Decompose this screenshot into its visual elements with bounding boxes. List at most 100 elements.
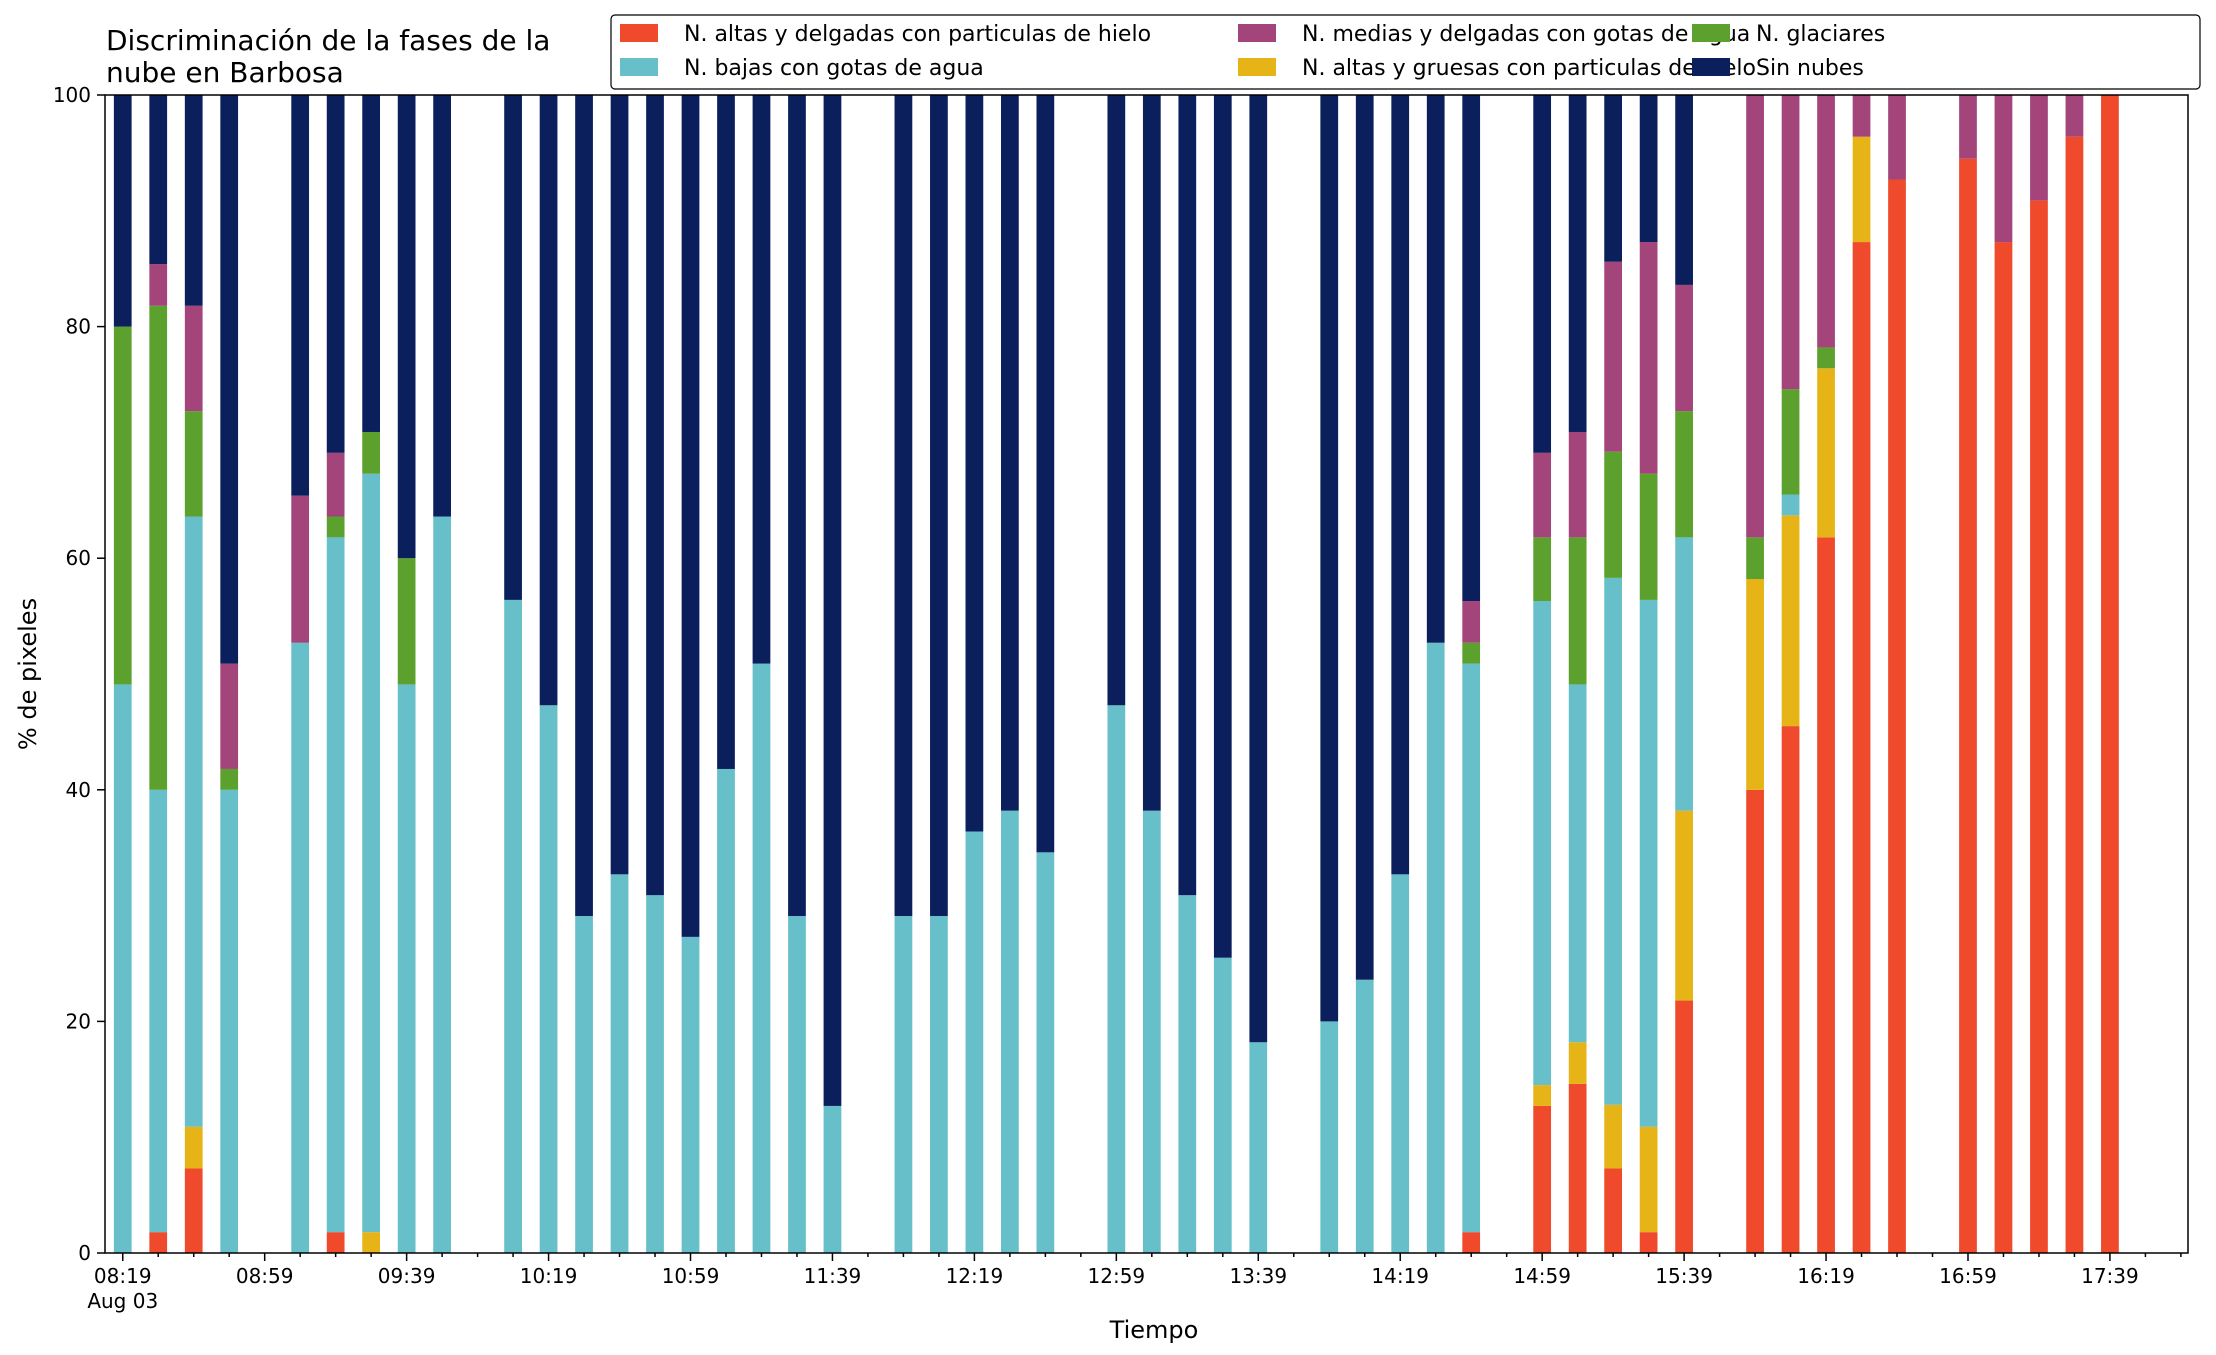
bar-segment-22-5 (1001, 95, 1019, 811)
bar-segment-36-4 (1604, 261, 1622, 452)
bar-segment-18-5 (823, 95, 842, 1106)
bar-segment-34-4 (1533, 452, 1552, 538)
bar-segment-36-5 (1604, 95, 1622, 262)
legend-swatch-5 (1692, 58, 1730, 76)
bar-segment-36-3 (1604, 451, 1622, 578)
bar-segment-42-1 (1852, 136, 1871, 243)
x-tick-label-4: 10:59 (662, 1264, 720, 1288)
bar-segment-46-4 (2030, 95, 2048, 201)
bar-segment-42-0 (1852, 242, 1871, 1253)
bar-segment-42-4 (1852, 95, 1871, 137)
legend-label-3: N. glaciares (1756, 22, 1885, 47)
y-tick-label-1: 20 (66, 1009, 91, 1033)
bar-segment-7-3 (397, 558, 416, 685)
bar-segment-21-2 (965, 831, 984, 1253)
x-tick-label-1: 08:59 (236, 1264, 294, 1288)
bar-segment-4-4 (291, 495, 310, 643)
bar-segment-39-1 (1746, 579, 1764, 790)
bar-segment-47-4 (2065, 95, 2084, 137)
y-tick-label-4: 80 (66, 315, 91, 339)
bar-segment-40-2 (1781, 494, 1800, 516)
plot-frame (104, 94, 2189, 1254)
bar-segment-26-2 (1178, 895, 1197, 1253)
bar-segment-38-5 (1675, 95, 1693, 285)
bar-segment-25-5 (1142, 95, 1161, 811)
bar-segment-38-3 (1675, 411, 1693, 538)
bar-segment-30-5 (1355, 95, 1374, 980)
bar-segment-11-5 (575, 95, 593, 917)
bar-segment-33-0 (1462, 1232, 1481, 1253)
x-tick-label-13: 16:59 (1939, 1264, 1997, 1288)
bar-segment-1-0 (149, 1232, 168, 1253)
bar-segment-37-0 (1639, 1232, 1658, 1253)
bar-segment-10-2 (539, 705, 558, 1253)
bar-segment-25-2 (1142, 810, 1161, 1253)
bar-segment-35-3 (1568, 537, 1587, 685)
bar-segment-33-5 (1462, 95, 1481, 602)
bar-segment-37-3 (1639, 473, 1658, 600)
bar-segment-5-3 (326, 516, 345, 538)
x-tick-label-10: 14:59 (1513, 1264, 1571, 1288)
bar-segment-36-1 (1604, 1104, 1622, 1169)
bar-segment-3-2 (220, 789, 239, 1253)
bars-layer (113, 95, 2119, 1254)
bar-segment-38-2 (1675, 537, 1693, 811)
bar-segment-23-2 (1036, 852, 1055, 1253)
x-axis-label: Tiempo (1109, 1316, 1199, 1344)
x-tick-label-12: 16:19 (1797, 1264, 1855, 1288)
bar-segment-43-4 (1888, 95, 1906, 180)
bar-segment-32-5 (1426, 95, 1445, 643)
legend-label-5: Sin nubes (1756, 56, 1864, 81)
bar-segment-40-3 (1781, 389, 1800, 495)
x-tick-label-0: 08:19 (94, 1264, 152, 1288)
x-tick-label-11: 15:39 (1655, 1264, 1713, 1288)
bar-segment-26-5 (1178, 95, 1197, 896)
bar-segment-15-5 (717, 95, 735, 769)
bar-segment-6-5 (362, 95, 381, 432)
bar-segment-43-0 (1888, 179, 1906, 1253)
bar-segment-40-0 (1781, 726, 1800, 1253)
x-tick-label-14: 17:39 (2081, 1264, 2139, 1288)
y-tick-label-0: 0 (78, 1241, 91, 1265)
bar-segment-3-5 (220, 95, 239, 664)
bar-segment-31-2 (1391, 874, 1410, 1253)
bar-segment-41-1 (1817, 368, 1835, 538)
bar-segment-13-2 (646, 895, 664, 1253)
bar-segment-39-0 (1746, 789, 1764, 1253)
x-axis: 08:19 08:59 09:39 10:19 10:59 11:39 12:19 12:59… (87, 1253, 2182, 1313)
bar-segment-35-1 (1568, 1042, 1587, 1084)
bar-segment-0-3 (113, 326, 132, 685)
bar-segment-34-0 (1533, 1105, 1552, 1253)
bar-segment-38-4 (1675, 284, 1693, 412)
bar-segment-16-2 (752, 663, 771, 1253)
bar-segment-31-5 (1391, 95, 1410, 875)
bar-segment-4-5 (291, 95, 310, 496)
y-tick-label-5: 100 (53, 83, 91, 107)
y-axis: 0 20 40 60 80 100 (53, 83, 105, 1265)
bar-segment-37-4 (1639, 242, 1658, 474)
bar-segment-39-4 (1746, 95, 1764, 538)
bar-segment-6-2 (362, 473, 381, 1233)
bar-segment-2-0 (184, 1168, 203, 1253)
x-tick-label-9: 14:19 (1371, 1264, 1429, 1288)
legend-label-1: N. altas y gruesas con particulas de hie… (1302, 56, 1756, 81)
bar-segment-38-0 (1675, 1000, 1693, 1253)
bar-segment-14-2 (681, 936, 700, 1253)
bar-segment-27-2 (1213, 957, 1232, 1253)
bar-segment-24-5 (1107, 95, 1126, 706)
bar-segment-46-0 (2030, 200, 2048, 1253)
bar-segment-37-1 (1639, 1126, 1658, 1233)
bar-segment-9-2 (504, 599, 522, 1253)
bar-segment-36-2 (1604, 577, 1622, 1105)
bar-segment-0-5 (113, 95, 132, 327)
bar-segment-2-5 (184, 95, 203, 306)
bar-segment-32-2 (1426, 642, 1445, 1253)
bar-segment-0-2 (113, 684, 132, 1253)
bar-segment-22-2 (1001, 810, 1019, 1253)
bar-segment-37-2 (1639, 599, 1658, 1127)
bar-segment-38-1 (1675, 810, 1693, 1001)
bar-segment-14-5 (681, 95, 700, 937)
bar-segment-6-3 (362, 431, 381, 474)
legend-swatch-1 (1238, 58, 1276, 76)
